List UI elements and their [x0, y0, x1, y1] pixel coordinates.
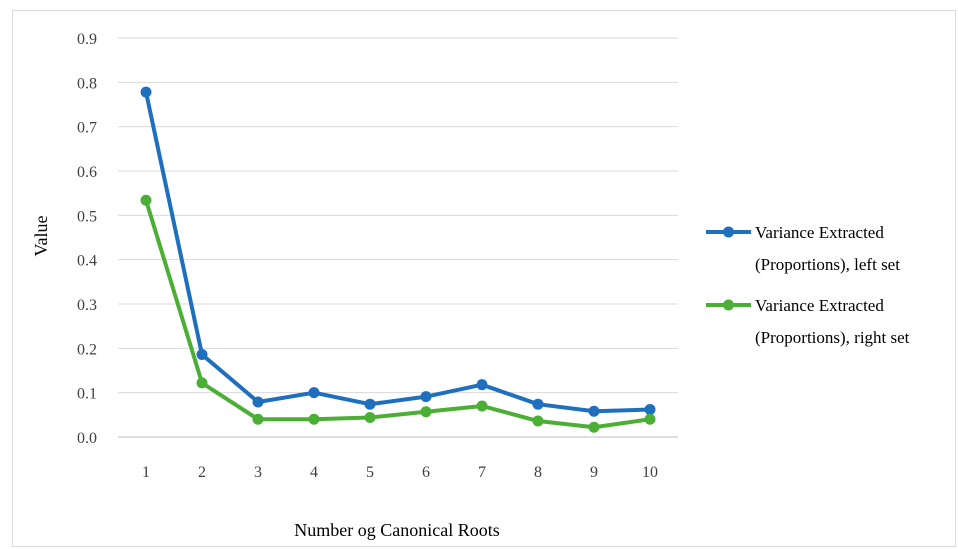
data-point [252, 413, 264, 425]
y-tick-label: 0.9 [77, 31, 97, 48]
x-tick-label: 3 [254, 464, 262, 481]
data-point [644, 413, 656, 425]
y-tick-label: 0.5 [77, 208, 97, 225]
data-point [644, 404, 656, 416]
data-point [196, 377, 208, 389]
data-point [140, 194, 152, 206]
x-tick-label: 7 [478, 464, 486, 481]
y-tick-label: 0.6 [77, 164, 97, 181]
x-tick-labels: 1 2 3 4 5 6 7 8 9 10 [142, 464, 658, 481]
x-tick-label: 5 [366, 464, 374, 481]
y-tick-labels: 0.0 0.1 0.2 0.3 0.4 0.5 0.6 0.7 0.8 0.9 [77, 31, 97, 447]
series-group [140, 86, 656, 433]
y-tick-label: 0.8 [77, 75, 97, 92]
data-point [476, 379, 488, 391]
x-tick-label: 4 [310, 464, 318, 481]
y-axis-title: Value [31, 215, 51, 256]
data-point [532, 415, 544, 427]
legend-marker [723, 226, 734, 238]
x-tick-label: 2 [198, 464, 206, 481]
legend-label: Variance Extracted [755, 223, 884, 242]
x-tick-label: 8 [534, 464, 542, 481]
y-tick-label: 0.2 [77, 341, 97, 358]
data-point [532, 398, 544, 410]
y-tick-label: 0.1 [77, 386, 97, 403]
data-point [196, 349, 208, 361]
legend: Variance Extracted (Proportions), left se… [706, 223, 910, 347]
data-point [476, 400, 488, 412]
x-tick-label: 1 [142, 464, 150, 481]
x-tick-label: 6 [422, 464, 430, 481]
data-point [364, 411, 376, 423]
y-tick-label: 0.0 [77, 430, 97, 447]
x-tick-label: 9 [590, 464, 598, 481]
y-tick-label: 0.4 [77, 253, 97, 270]
legend-label: Variance Extracted [755, 296, 884, 315]
y-tick-label: 0.3 [77, 297, 97, 314]
data-point [308, 413, 320, 425]
data-point [308, 387, 320, 399]
gridlines [118, 37, 678, 438]
legend-label: (Proportions), left set [755, 255, 900, 274]
data-point [588, 421, 600, 433]
data-point [420, 406, 432, 418]
legend-label: (Proportions), right set [755, 328, 910, 347]
y-tick-label: 0.7 [77, 120, 97, 137]
data-point [140, 86, 152, 98]
data-point [364, 398, 376, 410]
data-point [420, 391, 432, 403]
data-point [588, 405, 600, 417]
data-point [252, 396, 264, 408]
series-line [144, 198, 652, 430]
x-tick-label: 10 [642, 464, 658, 481]
legend-marker [723, 299, 734, 311]
x-axis-title: Number og Canonical Roots [294, 520, 499, 540]
series-line [144, 90, 652, 414]
